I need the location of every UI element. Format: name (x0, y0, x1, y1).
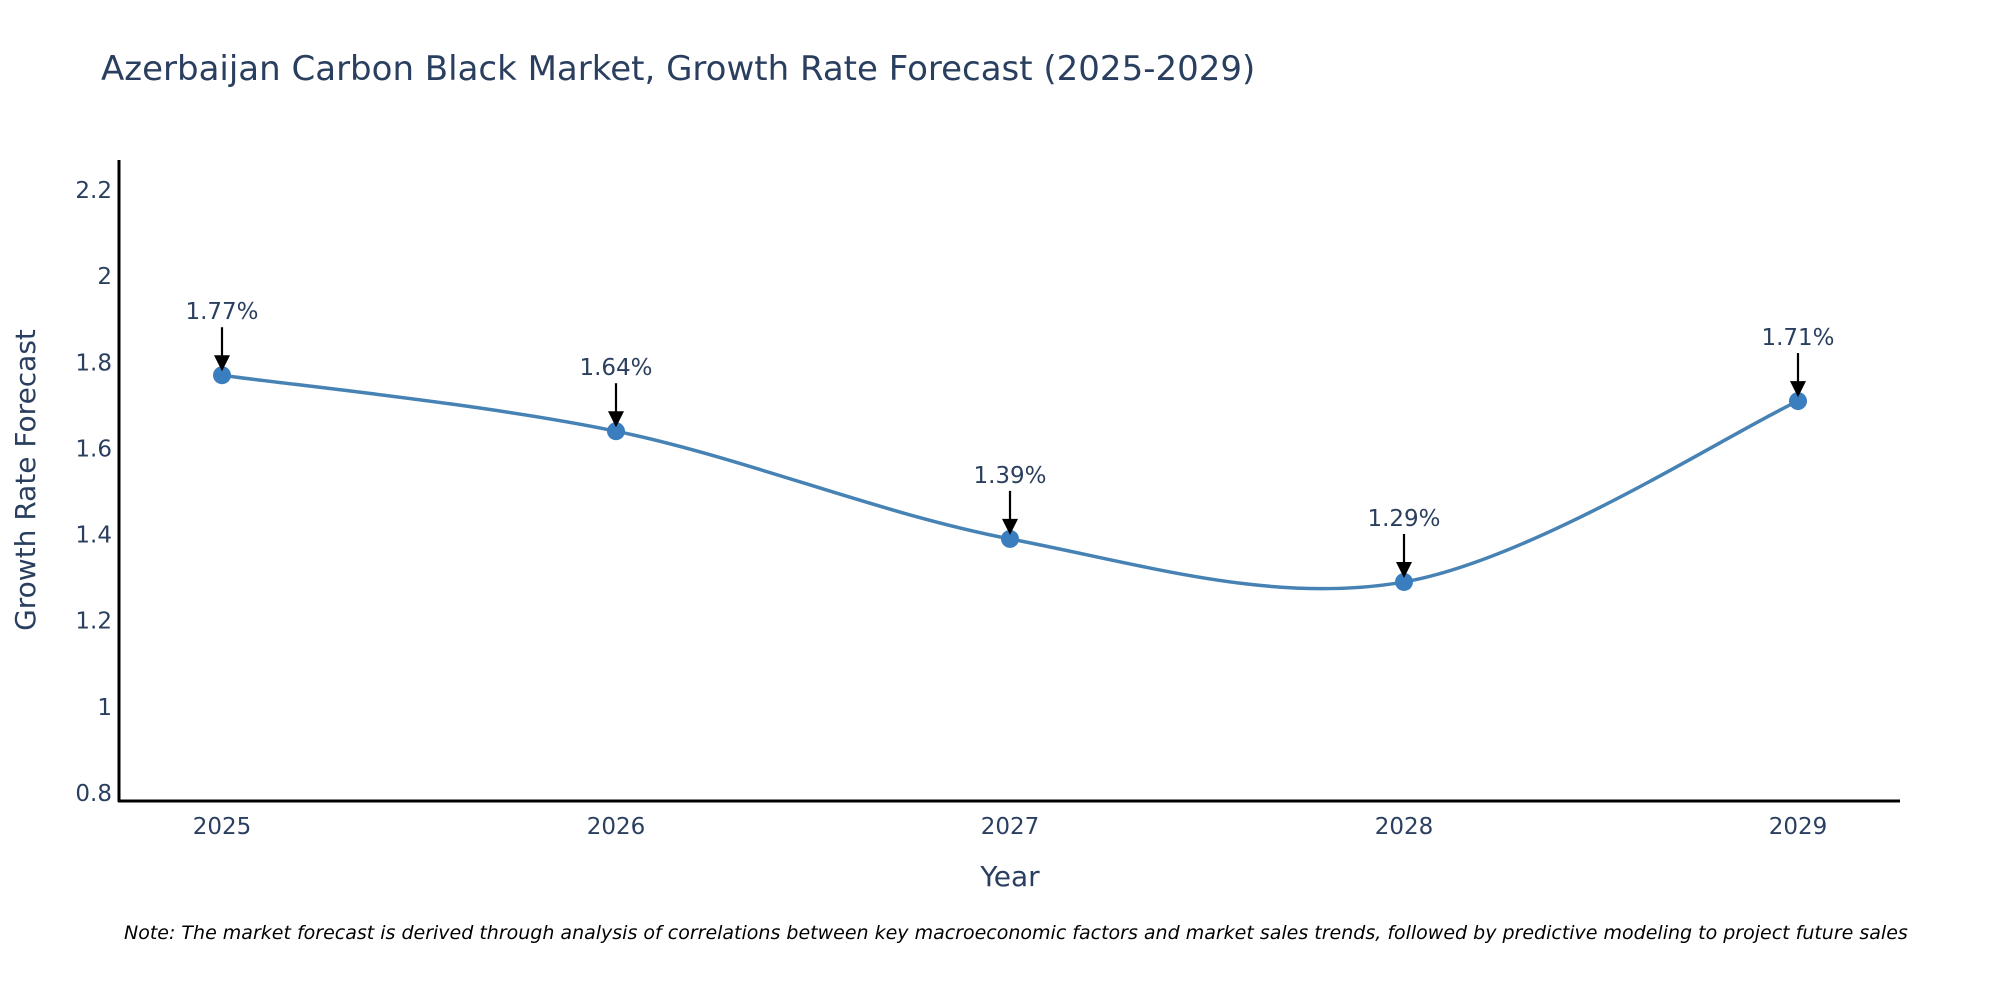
x-axis-ticks: 2025 2026 2027 2028 2029 (193, 814, 1828, 840)
annotation-label: 1.77% (185, 299, 258, 325)
y-axis-title: Growth Rate Forecast (9, 329, 42, 631)
annotation-arrowhead-icon (214, 355, 230, 372)
x-tick-label: 2027 (981, 814, 1040, 840)
y-axis-ticks: 0.8 1 1.2 1.4 1.6 1.8 2 2.2 (75, 178, 112, 807)
data-point-marker (607, 422, 625, 441)
data-annotation: 1.39% (973, 463, 1047, 535)
y-tick-label: 2.2 (75, 178, 112, 204)
data-point-marker (213, 366, 231, 385)
x-tick-label: 2029 (1769, 814, 1828, 840)
data-annotation: 1.29% (1367, 506, 1441, 578)
data-annotation: 1.77% (185, 299, 259, 372)
data-annotation: 1.71% (1761, 325, 1835, 398)
annotation-label: 1.71% (1761, 325, 1834, 351)
annotation-arrowhead-icon (1002, 518, 1018, 535)
y-tick-label: 1.6 (75, 436, 112, 462)
data-point-marker (1001, 529, 1019, 548)
annotation-label: 1.29% (1367, 506, 1440, 532)
annotation-arrowhead-icon (1790, 381, 1806, 398)
series-markers (213, 366, 1807, 591)
y-tick-label: 1.2 (75, 609, 112, 635)
x-tick-label: 2028 (1375, 814, 1434, 840)
y-tick-label: 0.8 (75, 781, 112, 807)
y-tick-label: 2 (97, 264, 112, 290)
annotation-label: 1.39% (973, 463, 1046, 489)
chart-title: Azerbaijan Carbon Black Market, Growth R… (101, 49, 1255, 89)
data-point-marker (1395, 572, 1413, 591)
data-annotations: 1.77% 1.64% 1.39% 1.29% 1.71% (185, 299, 1835, 578)
annotation-arrowhead-icon (1396, 561, 1412, 578)
y-tick-label: 1.4 (75, 523, 112, 549)
data-point-marker (1789, 392, 1807, 411)
data-annotation: 1.64% (579, 355, 653, 428)
footnote: Note: The market forecast is derived thr… (124, 922, 1908, 944)
y-tick-label: 1 (97, 695, 112, 721)
x-tick-label: 2025 (193, 814, 252, 840)
x-tick-label: 2026 (587, 814, 646, 840)
y-tick-label: 1.8 (75, 350, 112, 376)
annotation-label: 1.64% (579, 355, 652, 381)
x-axis-title: Year (979, 860, 1040, 893)
annotation-arrowhead-icon (608, 411, 624, 428)
